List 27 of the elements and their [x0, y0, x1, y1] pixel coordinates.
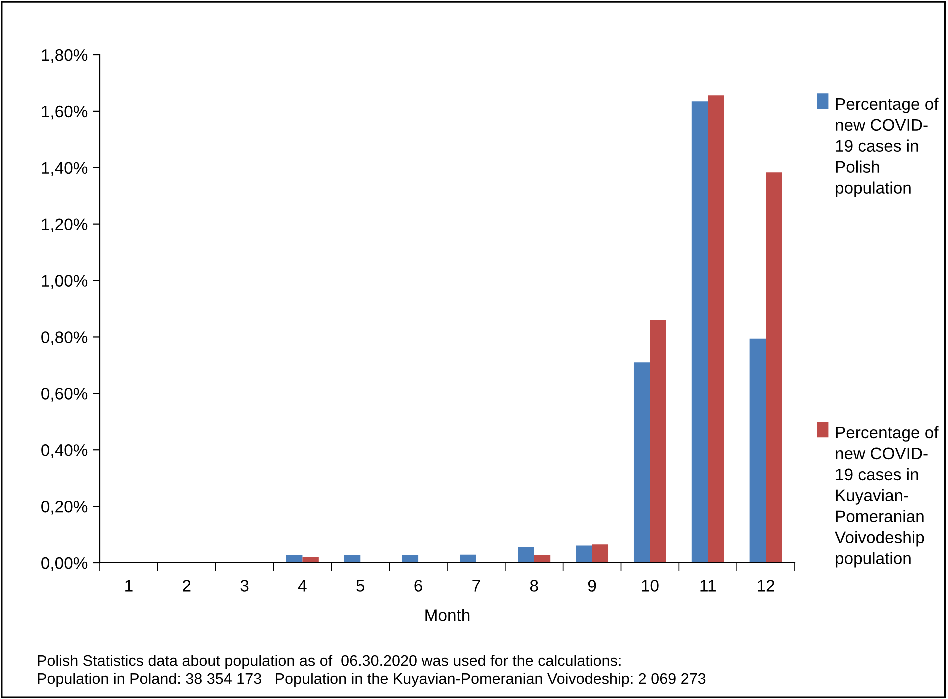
y-tick-label: 1,20% — [42, 218, 88, 233]
y-tick-label: 0,60% — [42, 388, 88, 402]
legend-label: Percentage of new COVID-19 cases in Kuyavian-Pomeranian Voivodeship population — [835, 426, 939, 568]
x-tick-label: 4 — [298, 580, 307, 592]
x-tick-label: 7 — [472, 580, 480, 592]
legend-label: Percentage of new COVID-19 cases in Polish population — [836, 98, 939, 198]
x-tick-label: 2 — [183, 580, 191, 592]
x-tick-label: 11 — [700, 580, 716, 592]
x-tick-label: 12 — [758, 580, 774, 592]
y-tick-label: 1,40% — [42, 162, 88, 176]
x-tick-label: 8 — [530, 580, 538, 592]
y-tick-label: 0,80% — [42, 332, 88, 346]
y-tick-label: 1,60% — [42, 106, 88, 120]
y-tick-label: 0,00% — [42, 557, 88, 572]
x-tick-label: 1 — [126, 580, 133, 592]
x-axis-title: Month — [426, 609, 470, 622]
x-tick-label: 5 — [356, 580, 365, 592]
text: Polish Statistics data about population as of 06.30.2020 was used for the calculations: — [38, 655, 621, 670]
x-tick-label: 9 — [588, 580, 596, 592]
x-tick-label: 3 — [240, 580, 249, 592]
y-tick-label: 1,00% — [42, 275, 88, 289]
y-tick-label: 1,80% — [42, 49, 88, 64]
x-tick-label: 6 — [414, 580, 422, 592]
x-tick-label: 10 — [642, 580, 659, 592]
y-tick-label: 0,40% — [42, 444, 88, 458]
text: Population in Poland: 38 354 173 Population in the Kuyavian-Pomeranian Voivodeship: 2 069 273 — [38, 673, 706, 688]
y-tick-label: 0,20% — [42, 500, 88, 515]
